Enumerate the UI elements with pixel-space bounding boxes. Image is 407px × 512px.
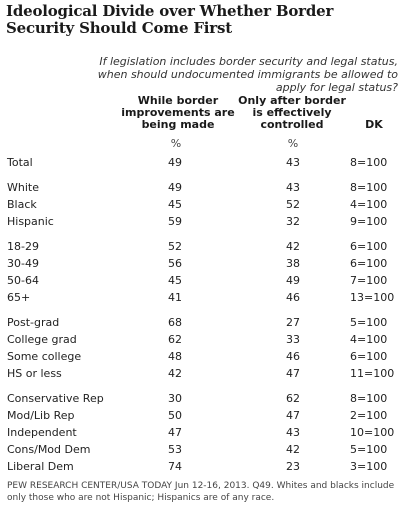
table-row: 65+ 41 46 13=100 bbox=[0, 290, 407, 306]
value-dk: 11=100 bbox=[350, 367, 395, 380]
value-dk: 6=100 bbox=[350, 350, 388, 363]
table-row: Post-grad 68 27 5=100 bbox=[0, 315, 407, 331]
value-dk: 6=100 bbox=[350, 240, 388, 253]
value-only-after: 43 bbox=[286, 156, 300, 169]
value-while-border: 48 bbox=[168, 350, 182, 363]
value-only-after: 43 bbox=[286, 426, 300, 439]
value-dk: 3=100 bbox=[350, 460, 388, 473]
table-row: Cons/Mod Dem 53 42 5=100 bbox=[0, 442, 407, 458]
value-while-border: 41 bbox=[168, 291, 182, 304]
value-while-border: 30 bbox=[168, 392, 182, 405]
table-row: White 49 43 8=100 bbox=[0, 180, 407, 196]
value-only-after: 46 bbox=[286, 350, 300, 363]
row-label: Liberal Dem bbox=[7, 460, 74, 473]
table-row: Independent 47 43 10=100 bbox=[0, 425, 407, 441]
value-only-after: 46 bbox=[286, 291, 300, 304]
percent-sign-col2: % bbox=[287, 137, 299, 150]
value-while-border: 59 bbox=[168, 215, 182, 228]
table-row: Total 49 43 8=100 bbox=[0, 155, 407, 171]
table-row: Liberal Dem 74 23 3=100 bbox=[0, 459, 407, 475]
row-label: Conservative Rep bbox=[7, 392, 104, 405]
value-only-after: 23 bbox=[286, 460, 300, 473]
value-while-border: 49 bbox=[168, 156, 182, 169]
value-while-border: 49 bbox=[168, 181, 182, 194]
value-dk: 8=100 bbox=[350, 181, 388, 194]
value-while-border: 62 bbox=[168, 333, 182, 346]
column-header-dk: DK bbox=[365, 118, 383, 131]
table-row: Mod/Lib Rep 50 47 2=100 bbox=[0, 408, 407, 424]
value-while-border: 47 bbox=[168, 426, 182, 439]
value-dk: 6=100 bbox=[350, 257, 388, 270]
value-while-border: 42 bbox=[168, 367, 182, 380]
value-dk: 5=100 bbox=[350, 443, 388, 456]
row-label: Some college bbox=[7, 350, 82, 363]
value-only-after: 43 bbox=[286, 181, 300, 194]
value-dk: 13=100 bbox=[350, 291, 395, 304]
percent-sign-col1: % bbox=[170, 137, 182, 150]
value-while-border: 52 bbox=[168, 240, 182, 253]
value-while-border: 68 bbox=[168, 316, 182, 329]
value-while-border: 56 bbox=[168, 257, 182, 270]
value-only-after: 42 bbox=[286, 240, 300, 253]
value-dk: 5=100 bbox=[350, 316, 388, 329]
row-label: 18-29 bbox=[7, 240, 39, 253]
value-dk: 9=100 bbox=[350, 215, 388, 228]
column-header-while-border: While border improvements are being made bbox=[121, 94, 235, 131]
row-label: White bbox=[7, 181, 39, 194]
value-only-after: 27 bbox=[286, 316, 300, 329]
value-while-border: 50 bbox=[168, 409, 182, 422]
value-only-after: 49 bbox=[286, 274, 300, 287]
table-row: Black 45 52 4=100 bbox=[0, 197, 407, 213]
value-dk: 7=100 bbox=[350, 274, 388, 287]
row-label: 65+ bbox=[7, 291, 31, 304]
value-only-after: 52 bbox=[286, 198, 300, 211]
value-only-after: 47 bbox=[286, 367, 300, 380]
value-only-after: 32 bbox=[286, 215, 300, 228]
row-label: 30-49 bbox=[7, 257, 39, 270]
table-row: Some college 48 46 6=100 bbox=[0, 349, 407, 365]
value-only-after: 38 bbox=[286, 257, 300, 270]
table-row: Conservative Rep 30 62 8=100 bbox=[0, 391, 407, 407]
table-row: 18-29 52 42 6=100 bbox=[0, 239, 407, 255]
column-header-only-after: Only after border is effectively control… bbox=[238, 94, 346, 131]
value-dk: 2=100 bbox=[350, 409, 388, 422]
value-only-after: 47 bbox=[286, 409, 300, 422]
value-dk: 4=100 bbox=[350, 333, 388, 346]
source-note: PEW RESEARCH CENTER/USA TODAY Jun 12-16,… bbox=[7, 481, 395, 503]
table-row: 50-64 45 49 7=100 bbox=[0, 273, 407, 289]
table-row: Hispanic 59 32 9=100 bbox=[0, 214, 407, 230]
chart-title: Ideological Divide over Whether Border S… bbox=[6, 2, 334, 37]
value-only-after: 42 bbox=[286, 443, 300, 456]
value-only-after: 33 bbox=[286, 333, 300, 346]
table-row: 30-49 56 38 6=100 bbox=[0, 256, 407, 272]
row-label: Total bbox=[7, 156, 33, 169]
survey-question: If legislation includes border security … bbox=[97, 55, 398, 94]
row-label: HS or less bbox=[7, 367, 62, 380]
value-dk: 4=100 bbox=[350, 198, 388, 211]
row-label: Mod/Lib Rep bbox=[7, 409, 75, 422]
row-label: Hispanic bbox=[7, 215, 54, 228]
value-dk: 8=100 bbox=[350, 392, 388, 405]
row-label: Independent bbox=[7, 426, 77, 439]
value-only-after: 62 bbox=[286, 392, 300, 405]
row-label: College grad bbox=[7, 333, 77, 346]
value-while-border: 53 bbox=[168, 443, 182, 456]
row-label: Cons/Mod Dem bbox=[7, 443, 91, 456]
row-label: 50-64 bbox=[7, 274, 39, 287]
row-label: Black bbox=[7, 198, 37, 211]
value-while-border: 74 bbox=[168, 460, 182, 473]
value-dk: 10=100 bbox=[350, 426, 395, 439]
table-row: HS or less 42 47 11=100 bbox=[0, 366, 407, 382]
value-while-border: 45 bbox=[168, 198, 182, 211]
table-row: College grad 62 33 4=100 bbox=[0, 332, 407, 348]
value-while-border: 45 bbox=[168, 274, 182, 287]
value-dk: 8=100 bbox=[350, 156, 388, 169]
row-label: Post-grad bbox=[7, 316, 60, 329]
